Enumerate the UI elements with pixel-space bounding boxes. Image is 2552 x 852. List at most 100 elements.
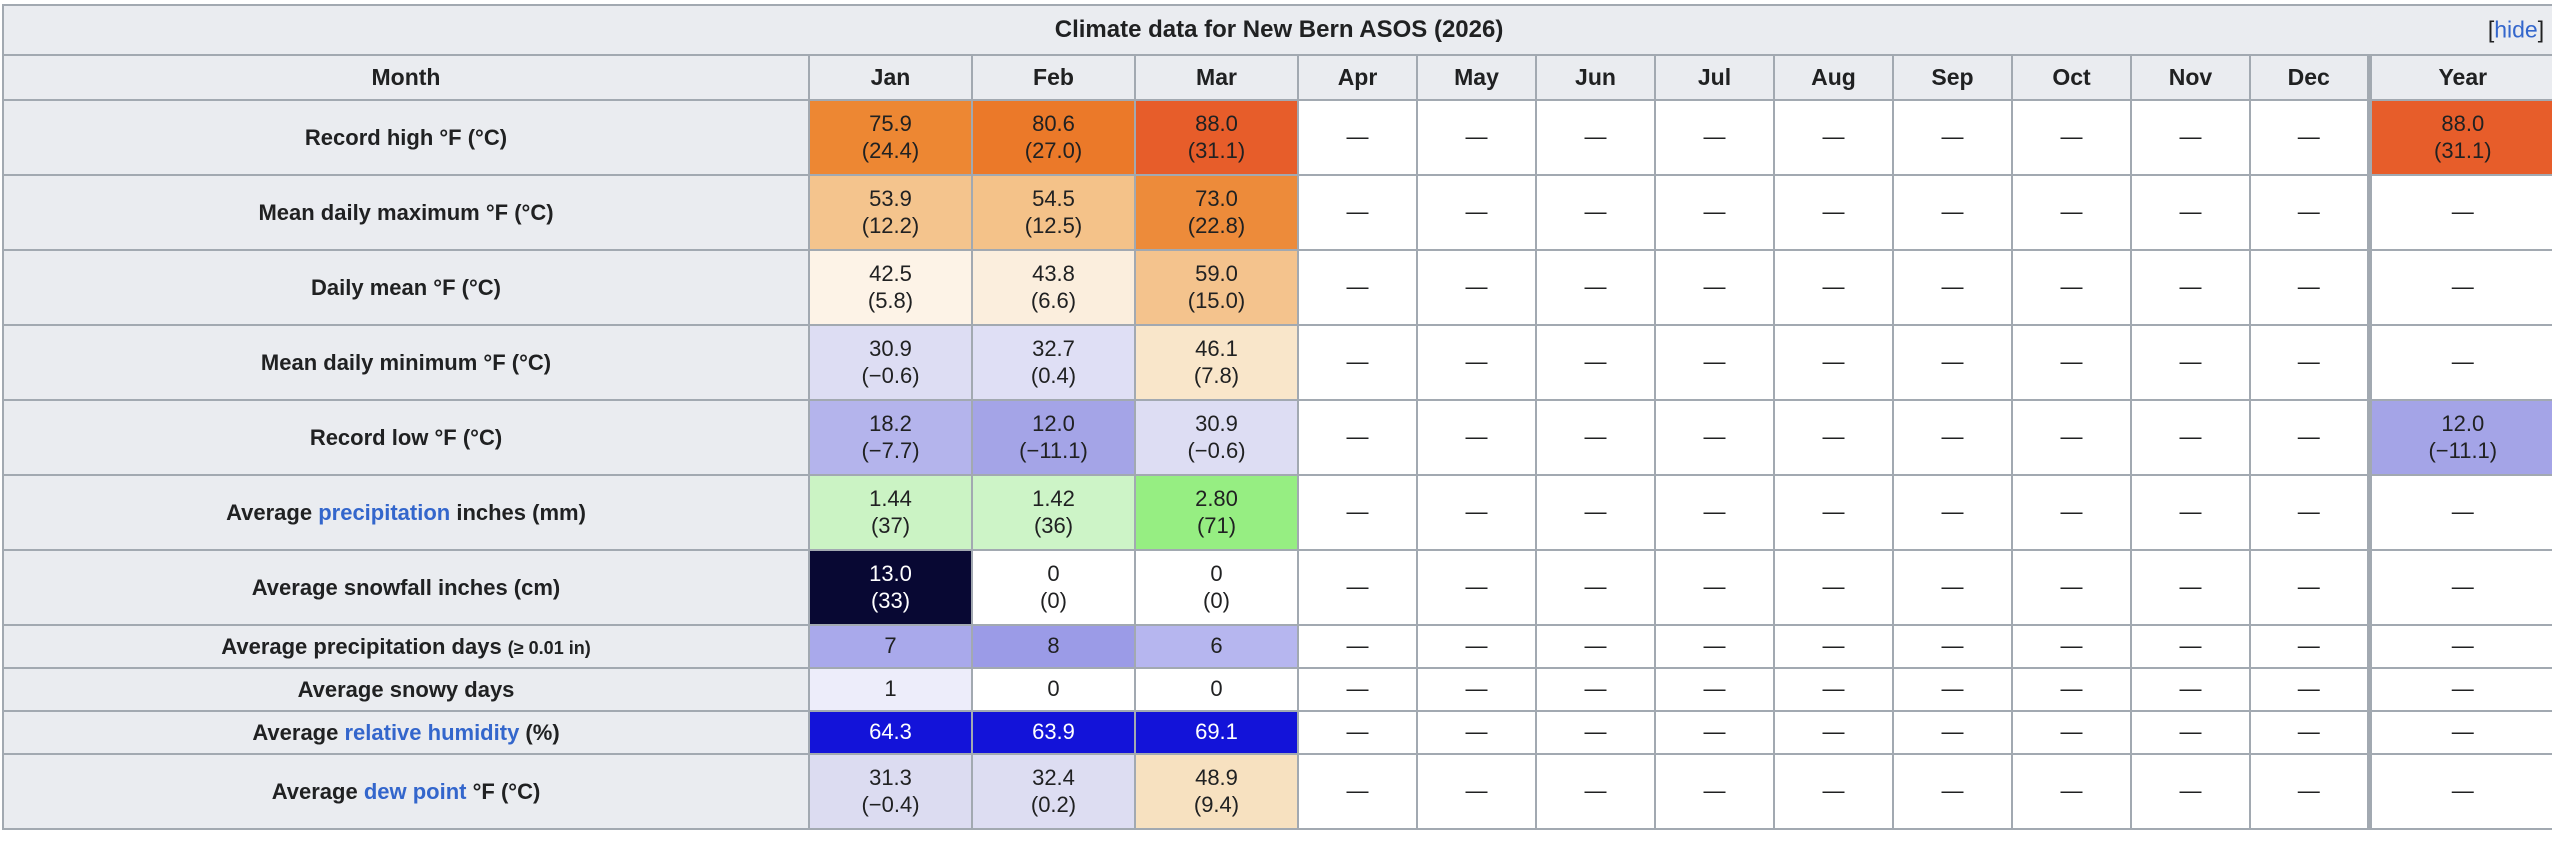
toggle-bracket-open: [ (2487, 16, 2495, 43)
year-cell: — (2366, 174, 2552, 251)
cell-value: — (1346, 499, 1369, 525)
data-cell: — (1654, 474, 1775, 551)
cell-value: — (1941, 676, 1964, 702)
data-cell: — (1892, 399, 2013, 476)
cell-value: — (1822, 778, 1845, 804)
data-cell: — (2249, 174, 2370, 251)
cell-value: — (2451, 574, 2474, 600)
cell-value: — (1703, 676, 1726, 702)
table-row: Average snowfall inches (cm) 13.0 (33) 0 (0)… (2, 549, 2552, 626)
cell-value: — (2297, 199, 2320, 225)
data-cell: — (1654, 710, 1775, 755)
data-cell: 1.44 (37) (808, 474, 973, 551)
cell-value: — (2179, 676, 2202, 702)
row-label-text: Record low °F (°C) (309, 424, 503, 450)
cell-value: — (1941, 499, 1964, 525)
year-cell: — (2366, 753, 2552, 830)
year-cell: — (2366, 549, 2552, 626)
cell-value: 7 (884, 633, 897, 659)
year-cell: — (2366, 667, 2552, 712)
cell-value: — (1465, 274, 1488, 300)
data-cell: — (1773, 99, 1894, 176)
cell-converted-value: (15.0) (1187, 287, 1246, 313)
data-cell: 64.3 (808, 710, 973, 755)
header-row: Month Jan Feb Mar Apr May Jun Jul Aug Sep Oct Nov D… (2, 54, 2552, 101)
title-row: Climate data for New Bern ASOS (2026) [h… (1, 4, 2552, 56)
cell-converted-value: (5.8) (867, 287, 914, 313)
cell-value: — (2060, 778, 2083, 804)
cell-value: 88.0 (1195, 111, 1238, 137)
cell-value: — (1346, 124, 1369, 150)
cell-value: 12.0 (1032, 411, 1075, 437)
data-cell: 2.80 (71) (1134, 474, 1299, 551)
data-cell: — (1297, 474, 1418, 551)
column-header-month: Month (2, 54, 810, 101)
wiki-link[interactable]: dew point (363, 778, 467, 804)
table-row: Average precipitation days (≥ 0.01 in) 7 8… (2, 624, 2552, 669)
data-cell: — (1535, 624, 1656, 669)
data-cell: — (2249, 399, 2370, 476)
data-cell: 0 (0) (971, 549, 1136, 626)
title-cell: Climate data for New Bern ASOS (2026) [h… (1, 4, 2552, 56)
data-cell: — (1654, 399, 1775, 476)
data-cell: — (1773, 753, 1894, 830)
cell-value: — (2060, 574, 2083, 600)
cell-value: — (2179, 633, 2202, 659)
data-cell: — (1297, 249, 1418, 326)
cell-value: — (1941, 349, 1964, 375)
cell-value: 54.5 (1032, 186, 1075, 212)
cell-converted-value: (9.4) (1193, 791, 1240, 817)
cell-converted-value: (33) (870, 587, 911, 613)
row-label: Mean daily minimum °F (°C) (2, 324, 810, 401)
cell-value: 46.1 (1195, 336, 1238, 362)
cell-value: 0 (1210, 561, 1223, 587)
cell-value: — (1941, 199, 1964, 225)
cell-value: — (2060, 274, 2083, 300)
data-cell: — (2249, 710, 2370, 755)
data-cell: — (1297, 753, 1418, 830)
data-cell: — (1892, 710, 2013, 755)
data-cell: — (1773, 549, 1894, 626)
cell-value: — (2297, 633, 2320, 659)
cell-value: — (2451, 199, 2474, 225)
data-cell: — (2011, 710, 2132, 755)
data-cell: 30.9 (−0.6) (808, 324, 973, 401)
data-cell: — (1654, 99, 1775, 176)
data-cell: 80.6 (27.0) (971, 99, 1136, 176)
cell-converted-value: (7.8) (1193, 362, 1240, 388)
data-cell: — (1535, 399, 1656, 476)
cell-value: — (2451, 274, 2474, 300)
cell-value: 1.44 (869, 486, 912, 512)
wiki-link[interactable]: precipitation (318, 499, 451, 525)
cell-value: — (2060, 633, 2083, 659)
data-cell: 63.9 (971, 710, 1136, 755)
wiki-link[interactable]: relative humidity (344, 719, 520, 745)
cell-value: 42.5 (869, 261, 912, 287)
data-cell: 0 (971, 667, 1136, 712)
cell-value: — (1822, 719, 1845, 745)
cell-value: — (1584, 124, 1607, 150)
data-cell: — (1416, 624, 1537, 669)
cell-value: — (2297, 424, 2320, 450)
year-cell: — (2366, 249, 2552, 326)
data-cell: — (1297, 174, 1418, 251)
hide-link[interactable]: hide (2494, 16, 2538, 43)
collapse-toggle[interactable]: [hide] (2488, 17, 2544, 44)
data-cell: — (2130, 174, 2251, 251)
data-cell: 53.9 (12.2) (808, 174, 973, 251)
cell-value: 43.8 (1032, 261, 1075, 287)
row-label: Average precipitation inches (mm) (2, 474, 810, 551)
cell-value: — (1346, 778, 1369, 804)
cell-value: 48.9 (1195, 765, 1238, 791)
cell-value: — (2179, 124, 2202, 150)
data-cell: — (1654, 324, 1775, 401)
cell-value: — (1584, 676, 1607, 702)
cell-value: — (1703, 274, 1726, 300)
data-cell: — (1535, 99, 1656, 176)
cell-value: — (1822, 499, 1845, 525)
row-label-text: Average (226, 499, 319, 525)
row-label-text: inches (mm) (450, 499, 586, 525)
data-cell: — (2130, 249, 2251, 326)
data-cell: — (1773, 474, 1894, 551)
data-cell: — (1773, 667, 1894, 712)
